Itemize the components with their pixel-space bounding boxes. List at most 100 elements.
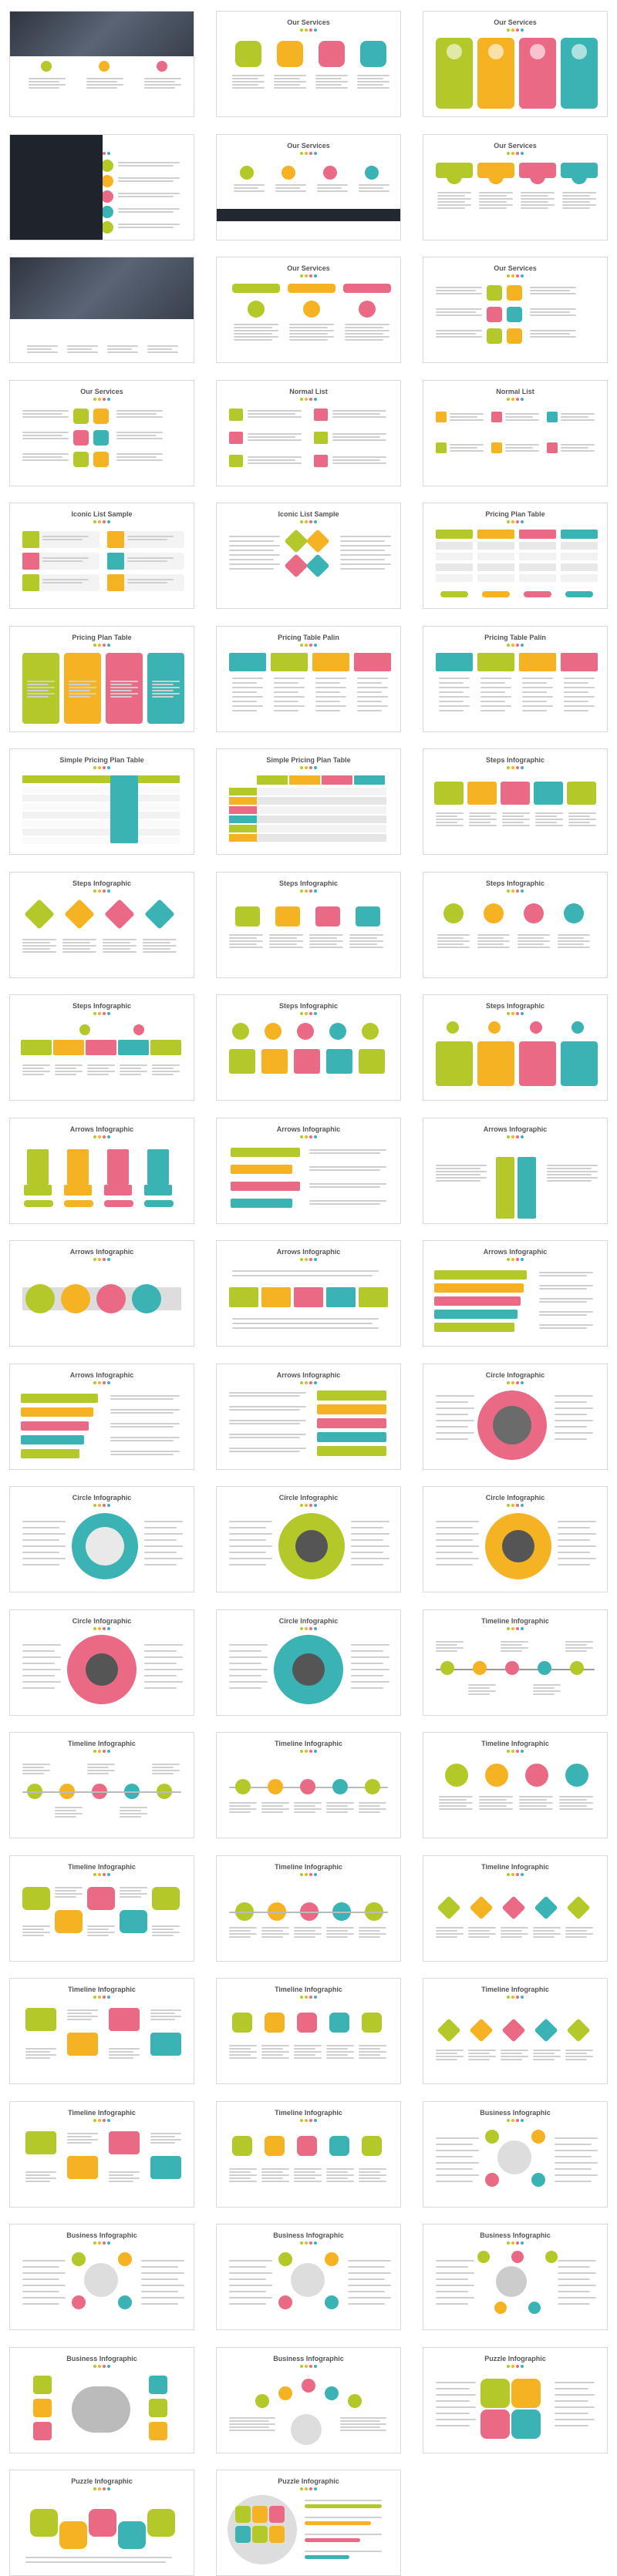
- slide-thumbnail[interactable]: Normal List: [216, 379, 401, 486]
- slide-thumbnail[interactable]: Our Services: [9, 379, 194, 486]
- circle-shape: [325, 2252, 339, 2266]
- slide-thumbnail[interactable]: Circle Infographic: [423, 1363, 608, 1470]
- color-dot: [521, 1504, 524, 1507]
- color-dots: [217, 151, 400, 155]
- color-dot: [314, 2241, 317, 2245]
- color-dot: [103, 1996, 106, 1999]
- slide-thumbnail[interactable]: Business Infographic: [216, 2346, 401, 2453]
- slide-thumbnail[interactable]: Steps Infographic: [423, 748, 608, 855]
- slide-thumbnail[interactable]: Our Services: [423, 257, 608, 363]
- text-line: [436, 2050, 464, 2051]
- slide-title: Arrows Infographic: [276, 1370, 341, 1379]
- slide-thumbnail[interactable]: Timeline Infographic: [216, 1855, 401, 1962]
- text-line: [436, 1401, 468, 1403]
- slide-thumbnail[interactable]: Pricing Plan Table: [423, 503, 608, 609]
- slide-thumbnail[interactable]: Business Infographic: [9, 2346, 194, 2453]
- slide-thumbnail[interactable]: Pricing Table Palin: [216, 625, 401, 732]
- slide-thumbnail[interactable]: Arrows Infographic: [9, 1363, 194, 1470]
- text-line: [315, 681, 340, 684]
- slide-thumbnail[interactable]: Timeline Infographic: [9, 1855, 194, 1962]
- slide-thumbnail[interactable]: Pricing Table Palin: [423, 625, 608, 732]
- slide-title: Simple Pricing Plan Table: [59, 756, 144, 764]
- slide-thumbnail[interactable]: Iconic List Sample: [216, 503, 401, 609]
- text-line: [564, 686, 595, 688]
- slide-thumbnail[interactable]: Steps Infographic: [423, 994, 608, 1101]
- slide-thumbnail[interactable]: Timeline Infographic: [216, 1978, 401, 2084]
- slide-thumbnail[interactable]: Steps Infographic: [9, 994, 194, 1101]
- text-line: [340, 563, 391, 565]
- text-line: [229, 1935, 251, 1938]
- slide-thumbnail[interactable]: Our Services: [216, 133, 401, 240]
- text-line: [294, 2180, 322, 2182]
- color-card: [106, 652, 143, 724]
- text-line: [533, 1693, 555, 1695]
- circle-shape: [348, 2393, 362, 2408]
- slide-thumbnail[interactable]: Arrows Infographic: [216, 1363, 401, 1470]
- color-dots: [423, 1872, 607, 1876]
- slide-thumbnail[interactable]: [9, 133, 194, 240]
- slide-thumbnail[interactable]: Timeline Infographic: [423, 1609, 608, 1716]
- slide-thumbnail[interactable]: Business Infographic: [216, 2224, 401, 2330]
- slide-thumbnail[interactable]: Arrows Infographic: [216, 1117, 401, 1224]
- slide-thumbnail[interactable]: Arrows Infographic: [216, 1240, 401, 1347]
- text-line: [229, 1805, 251, 1807]
- color-dot: [305, 29, 308, 32]
- text-line: [229, 1802, 257, 1804]
- color-card: [109, 2008, 140, 2031]
- text-line: [107, 345, 138, 347]
- slide-thumbnail[interactable]: Timeline Infographic: [9, 1732, 194, 1838]
- text-line: [109, 2174, 133, 2176]
- slide-thumbnail[interactable]: Timeline Infographic: [9, 2100, 194, 2208]
- text-line: [568, 819, 596, 820]
- text-line: [565, 2059, 587, 2060]
- slide-thumbnail[interactable]: Business Infographic: [423, 2224, 608, 2330]
- slide-thumbnail[interactable]: Puzzle Infographic: [423, 2346, 608, 2453]
- slide-thumbnail[interactable]: Circle Infographic: [216, 1609, 401, 1716]
- slide-thumbnail[interactable]: Circle Infographic: [9, 1486, 194, 1592]
- slide-thumbnail[interactable]: Business Infographic: [423, 2100, 608, 2208]
- slide-thumbnail[interactable]: Our Services: [423, 133, 608, 240]
- slide-thumbnail[interactable]: Simple Pricing Plan Table: [9, 748, 194, 855]
- slide-thumbnail[interactable]: Iconic List Sample: [9, 503, 194, 609]
- text-line: [315, 705, 346, 707]
- slide-thumbnail[interactable]: Timeline Infographic: [423, 1855, 608, 1962]
- slide-thumbnail[interactable]: Timeline Infographic: [423, 1732, 608, 1838]
- slide-thumbnail[interactable]: Puzzle Infographic: [216, 2470, 401, 2576]
- slide-thumbnail[interactable]: Pricing Plan Table: [9, 625, 194, 732]
- slide-thumbnail[interactable]: Our Services: [9, 257, 194, 363]
- color-dots: [423, 1135, 607, 1138]
- slide-thumbnail[interactable]: Timeline Infographic: [216, 2100, 401, 2208]
- text-line: [143, 947, 170, 950]
- slide-thumbnail[interactable]: Circle Infographic: [216, 1486, 401, 1592]
- color-dot: [521, 1380, 524, 1384]
- slide-thumbnail[interactable]: Our Services: [9, 11, 194, 117]
- color-card: [467, 782, 497, 805]
- slide-thumbnail[interactable]: Steps Infographic: [216, 871, 401, 978]
- text-line: [229, 1668, 268, 1670]
- color-dot: [516, 643, 519, 647]
- slide-thumbnail[interactable]: Our Services: [216, 11, 401, 117]
- slide-thumbnail[interactable]: Arrows Infographic: [423, 1117, 608, 1224]
- slide-thumbnail[interactable]: Arrows Infographic: [9, 1240, 194, 1347]
- slide-thumbnail[interactable]: Timeline Infographic: [9, 1978, 194, 2084]
- slide-thumbnail[interactable]: Timeline Infographic: [423, 1978, 608, 2084]
- slide-thumbnail[interactable]: Steps Infographic: [216, 994, 401, 1101]
- text-line: [229, 1405, 306, 1407]
- text-line: [351, 1674, 383, 1676]
- slide-thumbnail[interactable]: Puzzle Infographic: [9, 2470, 194, 2576]
- slide-thumbnail[interactable]: Simple Pricing Plan Table: [216, 748, 401, 855]
- slide-thumbnail[interactable]: Steps Infographic: [9, 871, 194, 978]
- slide-thumbnail[interactable]: Arrows Infographic: [423, 1240, 608, 1347]
- slide-thumbnail[interactable]: Timeline Infographic: [216, 1732, 401, 1838]
- slide-thumbnail[interactable]: Our Services: [216, 257, 401, 363]
- slide-thumbnail[interactable]: Arrows Infographic: [9, 1117, 194, 1224]
- slide-thumbnail[interactable]: Business Infographic: [9, 2224, 194, 2330]
- color-card: [59, 2521, 87, 2549]
- color-dot: [98, 1750, 101, 1753]
- text-line: [359, 2177, 380, 2179]
- slide-thumbnail[interactable]: Circle Infographic: [9, 1609, 194, 1716]
- slide-thumbnail[interactable]: Normal List: [423, 379, 608, 486]
- slide-thumbnail[interactable]: Circle Infographic: [423, 1486, 608, 1592]
- slide-thumbnail[interactable]: Our Services: [423, 11, 608, 117]
- slide-thumbnail[interactable]: Steps Infographic: [423, 871, 608, 978]
